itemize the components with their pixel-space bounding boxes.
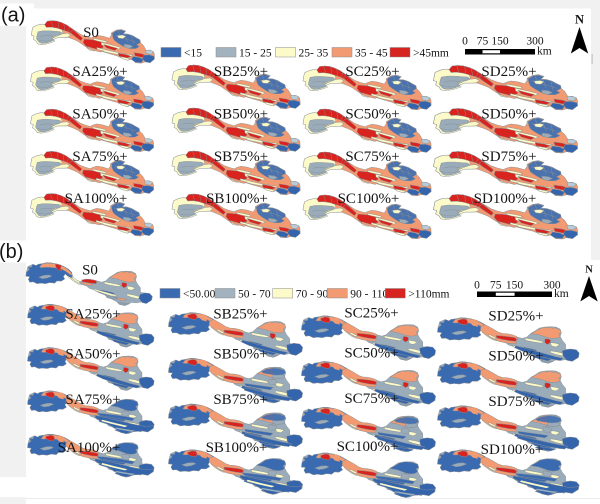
svg-text:(a): (a) <box>1 5 25 27</box>
svg-text:SB25%+: SB25%+ <box>214 64 268 80</box>
svg-text:km: km <box>537 46 552 58</box>
svg-text:SA50%+: SA50%+ <box>72 107 127 123</box>
svg-text:75: 75 <box>477 36 489 48</box>
svg-text:70 - 90: 70 - 90 <box>296 289 329 301</box>
svg-text:<15: <15 <box>184 48 202 60</box>
svg-text:75: 75 <box>490 280 502 292</box>
svg-text:<50.00: <50.00 <box>183 289 216 301</box>
svg-text:SA50%+: SA50%+ <box>65 347 120 363</box>
svg-text:SA100%+: SA100%+ <box>58 440 121 456</box>
svg-text:N: N <box>575 13 584 27</box>
svg-text:S0: S0 <box>82 263 98 279</box>
svg-text:SB50%+: SB50%+ <box>214 107 268 123</box>
svg-text:SA75%+: SA75%+ <box>65 392 120 408</box>
svg-text:SC75%+: SC75%+ <box>345 149 399 165</box>
svg-text:SD25%+: SD25%+ <box>481 64 536 80</box>
svg-text:SA75%+: SA75%+ <box>72 149 127 165</box>
svg-text:SB75%+: SB75%+ <box>213 392 267 408</box>
svg-text:SD50%+: SD50%+ <box>481 107 536 123</box>
svg-text:SD25%+: SD25%+ <box>488 308 543 324</box>
svg-text:SA25%+: SA25%+ <box>65 306 120 322</box>
svg-text:SC75%+: SC75%+ <box>344 391 398 407</box>
svg-text:SA100%+: SA100%+ <box>65 191 128 207</box>
svg-text:15 - 25: 15 - 25 <box>239 48 272 60</box>
svg-text:>110mm: >110mm <box>408 289 449 301</box>
svg-text:SC25%+: SC25%+ <box>345 64 399 80</box>
svg-text:SD75%+: SD75%+ <box>481 149 536 165</box>
svg-text:35 - 45: 35 - 45 <box>355 48 388 60</box>
svg-text:SC50%+: SC50%+ <box>345 107 399 123</box>
svg-text:90 - 110: 90 - 110 <box>350 289 388 301</box>
svg-text:50 - 70: 50 - 70 <box>238 289 271 301</box>
svg-text:SD100%+: SD100%+ <box>481 442 544 458</box>
svg-text:SB100%+: SB100%+ <box>206 191 268 207</box>
svg-text:0: 0 <box>462 36 468 48</box>
svg-text:SA25%+: SA25%+ <box>72 64 127 80</box>
svg-text:SC25%+: SC25%+ <box>344 305 398 321</box>
svg-text:km: km <box>554 288 569 300</box>
svg-text:SD75%+: SD75%+ <box>488 394 543 410</box>
svg-text:SD100%+: SD100%+ <box>474 191 537 207</box>
svg-text:300: 300 <box>543 280 561 292</box>
svg-text:>45mm: >45mm <box>413 48 449 60</box>
svg-text:SC50%+: SC50%+ <box>344 346 398 362</box>
svg-text:SB100%+: SB100%+ <box>206 440 268 456</box>
svg-text:150: 150 <box>491 36 509 48</box>
svg-text:SB75%+: SB75%+ <box>214 149 268 165</box>
svg-text:N: N <box>585 265 593 276</box>
svg-text:SB25%+: SB25%+ <box>213 306 267 322</box>
svg-text:SC100%+: SC100%+ <box>338 191 400 207</box>
svg-text:25- 35: 25- 35 <box>299 48 329 60</box>
svg-text:SC100%+: SC100%+ <box>337 439 399 455</box>
svg-text:SB50%+: SB50%+ <box>213 347 267 363</box>
svg-text:S0: S0 <box>83 25 99 41</box>
svg-text:SD50%+: SD50%+ <box>488 349 543 365</box>
svg-text:150: 150 <box>506 280 524 292</box>
svg-text:(b): (b) <box>0 241 23 263</box>
svg-text:300: 300 <box>526 36 544 48</box>
svg-text:0: 0 <box>474 280 480 292</box>
